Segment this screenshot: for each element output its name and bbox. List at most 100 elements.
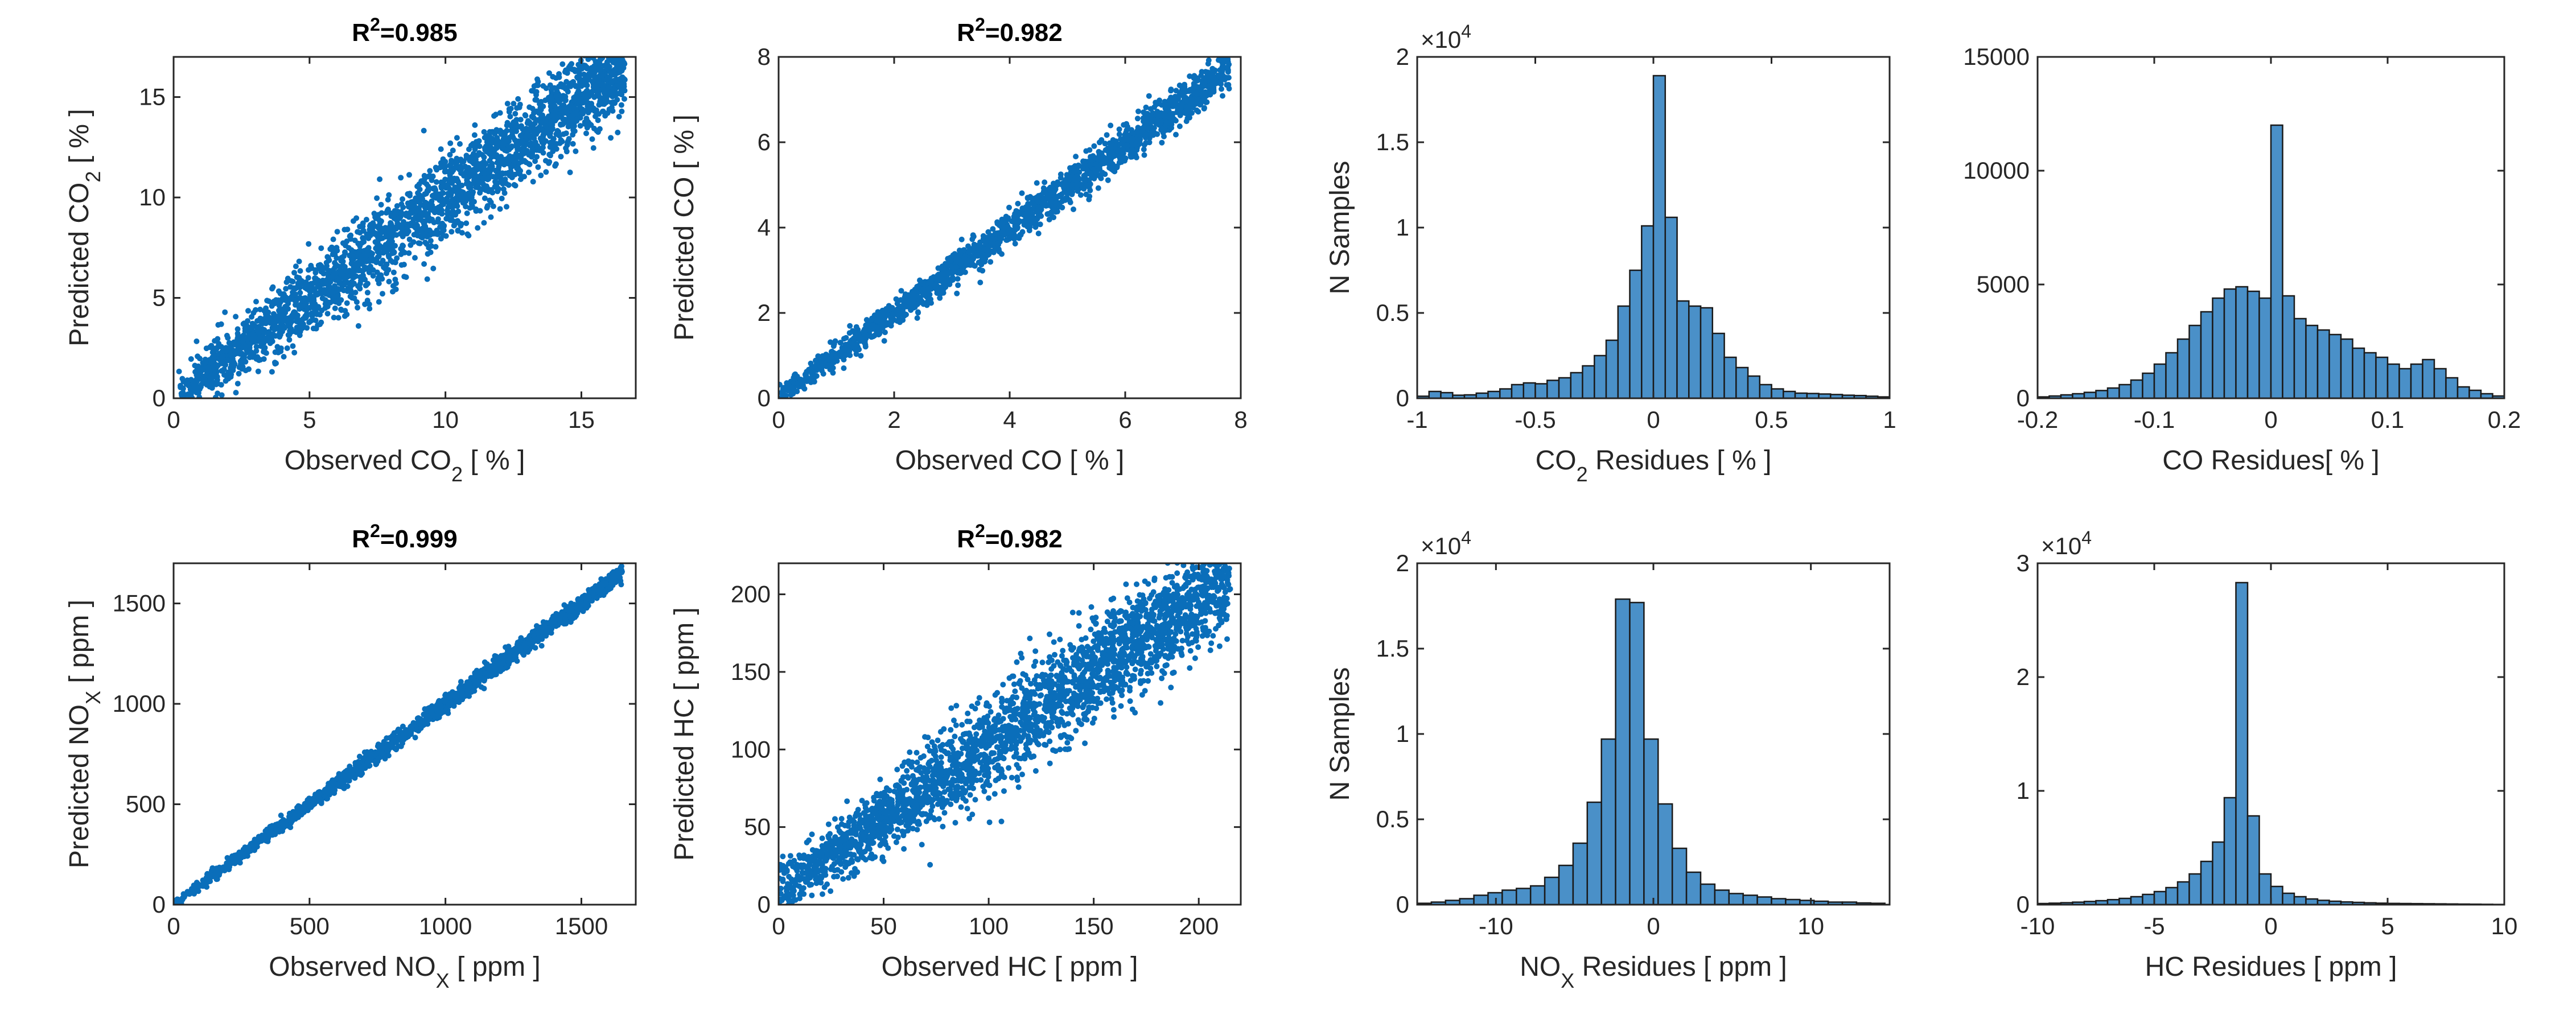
scatter-point (577, 123, 583, 129)
scatter-point (618, 87, 624, 93)
scatter-point (913, 293, 919, 299)
histogram-bar (2363, 352, 2377, 398)
scatter-point (592, 65, 599, 71)
scatter-point (532, 141, 538, 147)
scatter-point (384, 261, 390, 267)
scatter-point (303, 279, 309, 286)
scatter-point (555, 84, 562, 90)
scatter-point (348, 251, 354, 258)
scatter-point (559, 61, 566, 67)
scatter-point (334, 255, 340, 261)
scatter-point (530, 88, 537, 94)
scatter-point (549, 96, 555, 102)
scatter-point (451, 222, 458, 229)
scatter-point (581, 71, 587, 77)
scatter-point (450, 208, 456, 214)
scatter-point (430, 265, 437, 271)
scatter-point (619, 48, 625, 54)
scatter-point (278, 812, 284, 819)
scatter-point (376, 225, 382, 231)
scatter-point (828, 339, 833, 345)
scatter-point (529, 106, 536, 112)
scatter-point (1194, 107, 1200, 113)
scatter-point (335, 292, 341, 299)
scatter-point (390, 269, 397, 275)
scatter-point (579, 77, 585, 83)
histogram-bar (2410, 363, 2423, 398)
scatter-point (286, 332, 293, 338)
scatter-point (977, 266, 983, 273)
scatter-point (1166, 108, 1172, 114)
scatter-point (841, 336, 847, 342)
scatter-point (1105, 177, 1111, 183)
scatter-point (195, 385, 200, 391)
scatter-point (1218, 57, 1224, 63)
scatter-point (550, 102, 557, 109)
scatter-point (622, 35, 627, 41)
scatter-point (211, 380, 217, 386)
scatter-point (813, 357, 818, 364)
scatter-point (1132, 142, 1138, 148)
scatter-point (581, 108, 587, 114)
histogram-bar (2246, 290, 2260, 398)
scatter-point (386, 278, 392, 284)
scatter-point (422, 191, 428, 197)
scatter-point (622, 96, 627, 102)
scatter-point (621, 34, 627, 40)
scatter-point (1083, 183, 1089, 189)
scatter-point (264, 329, 269, 335)
scatter-point (621, 26, 627, 31)
scatter-point (1166, 114, 1172, 119)
scatter-point (1159, 126, 1165, 132)
scatter-point (849, 340, 855, 346)
scatter-point (608, 70, 614, 76)
scatter-point (1026, 217, 1032, 223)
scatter-point (574, 117, 580, 123)
histogram-bar (1664, 216, 1678, 398)
scatter-point (594, 111, 600, 117)
scatter-point (387, 223, 393, 229)
scatter-point (454, 135, 460, 141)
scatter-point (297, 268, 303, 274)
scatter-point (338, 270, 344, 276)
scatter-point (242, 325, 248, 332)
histogram-bar (2352, 347, 2365, 398)
histogram-bar (2492, 395, 2504, 398)
scatter-point (315, 282, 322, 288)
scatter-point (532, 158, 538, 164)
scatter-point (495, 188, 501, 195)
scatter-point (1173, 131, 1179, 138)
scatter-point (264, 298, 270, 304)
scatter-point (928, 280, 934, 286)
scatter-point (394, 203, 400, 209)
scatter-point (477, 208, 483, 214)
co-scatter-ylabel: Predicted CO [ % ] (669, 114, 699, 340)
scatter-point (1154, 109, 1161, 115)
scatter-point (488, 214, 494, 220)
scatter-point (181, 402, 187, 408)
scatter-point (1187, 73, 1193, 79)
scatter-point (500, 186, 507, 192)
scatter-point (1124, 142, 1130, 148)
scatter-point (233, 390, 239, 396)
scatter-point (1034, 180, 1040, 186)
scatter-point (567, 170, 573, 175)
scatter-point (286, 337, 293, 343)
scatter-point (335, 287, 341, 294)
histogram-bar (1783, 390, 1796, 398)
scatter-point (832, 351, 838, 357)
scatter-point (1124, 146, 1130, 152)
scatter-point (779, 382, 783, 387)
scatter-point (320, 270, 327, 277)
scatter-point (1179, 102, 1185, 108)
scatter-point (467, 184, 474, 191)
scatter-point (583, 64, 590, 71)
scatter-point (999, 221, 1006, 226)
scatter-point (607, 89, 613, 96)
scatter-point (943, 270, 949, 277)
scatter-point (1095, 185, 1101, 191)
scatter-point (927, 291, 933, 298)
scatter-point (239, 356, 245, 362)
scatter-point (475, 152, 481, 159)
scatter-point (1057, 193, 1064, 200)
